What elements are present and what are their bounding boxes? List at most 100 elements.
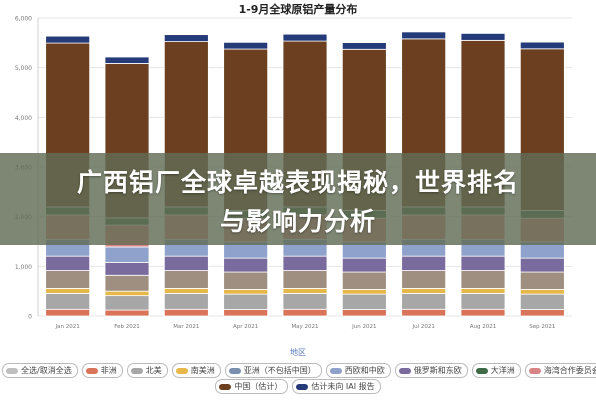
bar-segment-4 xyxy=(104,274,150,292)
legend-label: 全选/取消全选 xyxy=(21,366,72,375)
x-tick-label: Jan 2021 xyxy=(55,324,80,330)
legend-label: 非洲 xyxy=(100,366,117,375)
bar-segment-3 xyxy=(282,288,328,294)
y-tick-label: 5,000 xyxy=(15,65,32,72)
bar-segment-4 xyxy=(401,270,447,289)
x-tick-label: Aug 2021 xyxy=(470,324,497,330)
bar-segment-10 xyxy=(104,56,150,64)
bar-segment-10 xyxy=(460,32,506,41)
bar-segment-1 xyxy=(401,308,447,317)
bar-segment-4 xyxy=(223,271,269,290)
bar-segment-3 xyxy=(401,288,447,294)
legend-item[interactable]: 北美 xyxy=(126,363,168,378)
y-tick-label: 0 xyxy=(28,314,32,321)
legend-item[interactable]: 大洋洲 xyxy=(471,363,521,378)
legend-label: 亚洲（不包括中国） xyxy=(243,366,316,375)
legend-label: 中国（估计） xyxy=(234,382,283,391)
bar-segment-2 xyxy=(519,293,565,310)
legend-title: 地区 xyxy=(290,348,306,357)
bar-segment-4 xyxy=(45,270,91,289)
legend-swatch xyxy=(130,367,143,374)
bar-segment-5 xyxy=(223,257,269,273)
x-tick-label: Jun 2021 xyxy=(351,324,376,330)
bar-segment-1 xyxy=(341,309,387,317)
legend-swatch xyxy=(228,367,241,374)
x-tick-label: May 2021 xyxy=(291,324,318,330)
legend-label: 南美洲 xyxy=(190,366,215,375)
bar-segment-10 xyxy=(223,41,269,50)
legend-swatch xyxy=(85,367,98,374)
bar-segment-6 xyxy=(104,246,150,263)
bar-segment-4 xyxy=(460,270,506,289)
legend-label: 北美 xyxy=(145,366,162,375)
legend-label: 估计未向 IAI 报告 xyxy=(311,382,375,391)
bar-segment-1 xyxy=(223,309,269,317)
bar-segment-10 xyxy=(45,35,91,44)
legend-swatch xyxy=(175,367,188,374)
bar-segment-5 xyxy=(401,255,447,271)
bar-segment-1 xyxy=(519,309,565,317)
bar-segment-2 xyxy=(163,293,209,310)
bar-segment-5 xyxy=(460,255,506,271)
legend-item[interactable]: 亚洲（不包括中国） xyxy=(224,363,322,378)
legend-row-1: 全选/取消全选 非洲 北美 南美洲 亚洲（不包括中国） 西欧和中欧 俄罗斯和东欧 大洋洲 海湾合… xyxy=(0,363,596,378)
legend-item[interactable]: 估计未向 IAI 报告 xyxy=(292,379,381,394)
bar-segment-5 xyxy=(45,255,91,271)
legend-item[interactable]: 海湾合作委员会 xyxy=(524,363,596,378)
legend-item[interactable]: 南美洲 xyxy=(171,363,221,378)
bar-segment-1 xyxy=(460,308,506,317)
legend-label: 俄罗斯和东欧 xyxy=(413,366,462,375)
legend-swatch xyxy=(329,367,342,374)
x-tick-label: Mar 2021 xyxy=(173,324,199,330)
bar-segment-3 xyxy=(223,289,269,295)
bar-segment-1 xyxy=(45,308,91,317)
bar-segment-1 xyxy=(163,308,209,317)
bar-segment-10 xyxy=(282,33,328,42)
legend-label: 西欧和中欧 xyxy=(344,366,385,375)
bar-segment-2 xyxy=(104,295,150,311)
legend-swatch xyxy=(296,383,309,390)
legend-item[interactable]: 全选/取消全选 xyxy=(2,363,78,378)
legend-swatch xyxy=(398,367,411,374)
bar-segment-2 xyxy=(341,293,387,310)
legend-swatch xyxy=(219,383,232,390)
bar-segment-2 xyxy=(460,293,506,310)
bar-segment-10 xyxy=(401,31,447,40)
bar-segment-4 xyxy=(282,270,328,289)
bar-segment-4 xyxy=(341,271,387,290)
bar-segment-3 xyxy=(163,288,209,294)
legend-item[interactable]: 俄罗斯和东欧 xyxy=(394,363,468,378)
headline-line-1: 广西铝厂全球卓越表现揭秘，世界排名 xyxy=(76,168,519,197)
legend-swatch xyxy=(528,367,541,374)
bar-segment-10 xyxy=(341,42,387,50)
legend-swatch xyxy=(6,367,18,374)
bar-segment-3 xyxy=(104,290,150,297)
x-tick-label: Jul 2021 xyxy=(411,324,434,330)
x-tick-label: Apr 2021 xyxy=(233,324,258,330)
headline-banner xyxy=(0,153,596,245)
legend-item[interactable]: 中国（估计） xyxy=(215,379,289,394)
bar-segment-2 xyxy=(282,293,328,310)
y-tick-label: 1,000 xyxy=(15,264,32,271)
bar-segment-5 xyxy=(519,257,565,273)
bar-segment-4 xyxy=(163,270,209,289)
bar-segment-2 xyxy=(45,293,91,310)
bar-segment-10 xyxy=(519,41,565,50)
bar-segment-1 xyxy=(282,308,328,317)
legend-item[interactable]: 非洲 xyxy=(81,363,123,378)
bar-segment-1 xyxy=(104,309,150,317)
bar-segment-10 xyxy=(163,34,209,42)
bar-segment-4 xyxy=(519,271,565,290)
legend-label: 海湾合作委员会 xyxy=(543,366,596,375)
bar-segment-3 xyxy=(341,289,387,295)
y-tick-label: 6,000 xyxy=(15,16,32,23)
chart-title: 1-9月全球原铝产量分布 xyxy=(239,2,358,16)
legend-item[interactable]: 西欧和中欧 xyxy=(325,363,391,378)
x-tick-label: Sep 2021 xyxy=(529,324,555,330)
bar-segment-5 xyxy=(341,257,387,273)
y-tick-label: 4,000 xyxy=(15,115,32,122)
bar-segment-3 xyxy=(45,288,91,294)
legend-row-2: 中国（估计） 估计未向 IAI 报告 xyxy=(0,379,596,394)
x-tick-label: Feb 2021 xyxy=(114,324,139,330)
